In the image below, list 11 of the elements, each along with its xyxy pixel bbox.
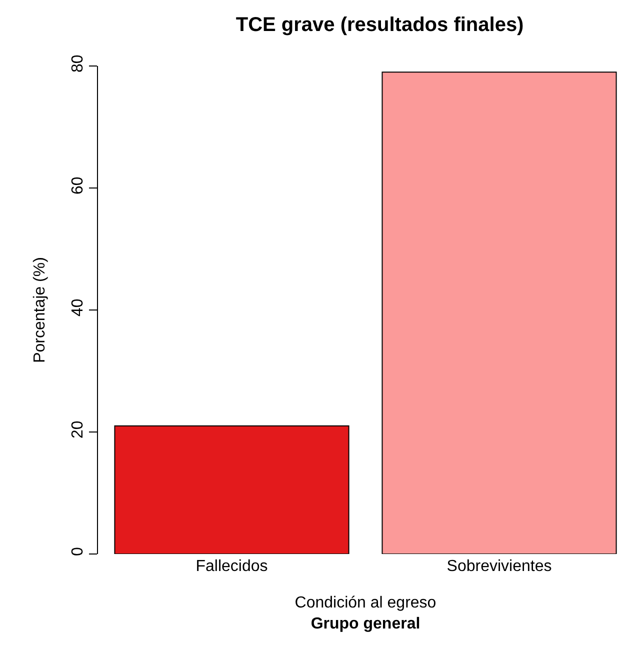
x-tick-label: Fallecidos (196, 558, 268, 575)
text: Grupo general (310, 616, 420, 632)
y-tick-label: 60 (70, 176, 87, 194)
y-tick-label: 80 (70, 54, 87, 72)
y-tick-label: 20 (70, 420, 87, 438)
y-tick-label: 40 (70, 298, 87, 316)
y-axis-title: Porcentaje (%) (32, 257, 48, 363)
x-axis-title: Condición al egreso (294, 594, 436, 612)
chart-title: TCE grave (resultados finales) (236, 14, 524, 36)
y-tick-label: 0 (70, 547, 87, 556)
x-tick-label: Sobrevivientes (446, 558, 552, 575)
